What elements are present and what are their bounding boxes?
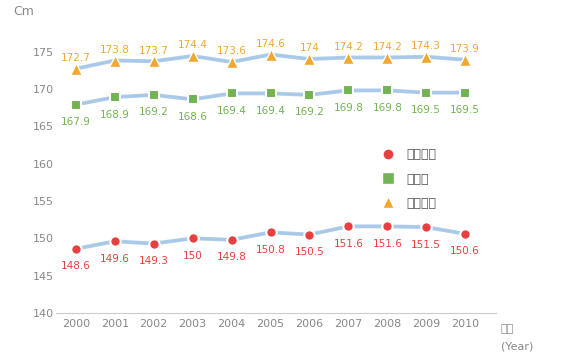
Text: 168.9: 168.9 [100, 110, 130, 120]
Text: 174.6: 174.6 [255, 39, 285, 49]
Text: 173.9: 173.9 [450, 44, 480, 54]
Text: 174.3: 174.3 [411, 41, 441, 51]
Text: 169.5: 169.5 [450, 105, 480, 115]
Text: 174: 174 [299, 43, 319, 54]
Text: 173.8: 173.8 [100, 45, 130, 55]
Text: 연도: 연도 [501, 324, 514, 335]
Text: 167.9: 167.9 [61, 117, 91, 127]
Text: 148.6: 148.6 [61, 261, 91, 271]
Text: 172.7: 172.7 [61, 53, 91, 63]
Text: (Year): (Year) [501, 341, 533, 351]
Text: 150: 150 [183, 251, 202, 261]
Text: 151.5: 151.5 [411, 240, 441, 250]
Text: Cm: Cm [13, 5, 34, 18]
Text: 149.3: 149.3 [139, 256, 169, 266]
Text: 151.6: 151.6 [372, 239, 402, 249]
Text: 173.6: 173.6 [217, 47, 246, 56]
Text: 174.2: 174.2 [333, 42, 363, 52]
Text: 169.4: 169.4 [255, 106, 285, 116]
Text: 169.2: 169.2 [139, 107, 169, 117]
Legend: 초등학교, 중학교, 고등학교: 초등학교, 중학교, 고등학교 [371, 143, 442, 215]
Text: 173.7: 173.7 [139, 46, 169, 56]
Text: 150.6: 150.6 [450, 246, 480, 256]
Text: 149.6: 149.6 [100, 254, 130, 264]
Text: 168.6: 168.6 [178, 112, 208, 122]
Text: 174.4: 174.4 [178, 40, 208, 51]
Text: 151.6: 151.6 [333, 239, 363, 249]
Text: 149.8: 149.8 [217, 252, 246, 262]
Text: 150.8: 150.8 [255, 245, 285, 255]
Text: 169.4: 169.4 [217, 106, 246, 116]
Text: 174.2: 174.2 [372, 42, 402, 52]
Text: 169.5: 169.5 [411, 105, 441, 115]
Text: 169.2: 169.2 [294, 107, 324, 117]
Text: 169.8: 169.8 [372, 103, 402, 113]
Text: 169.8: 169.8 [333, 103, 363, 113]
Text: 150.5: 150.5 [294, 247, 324, 257]
